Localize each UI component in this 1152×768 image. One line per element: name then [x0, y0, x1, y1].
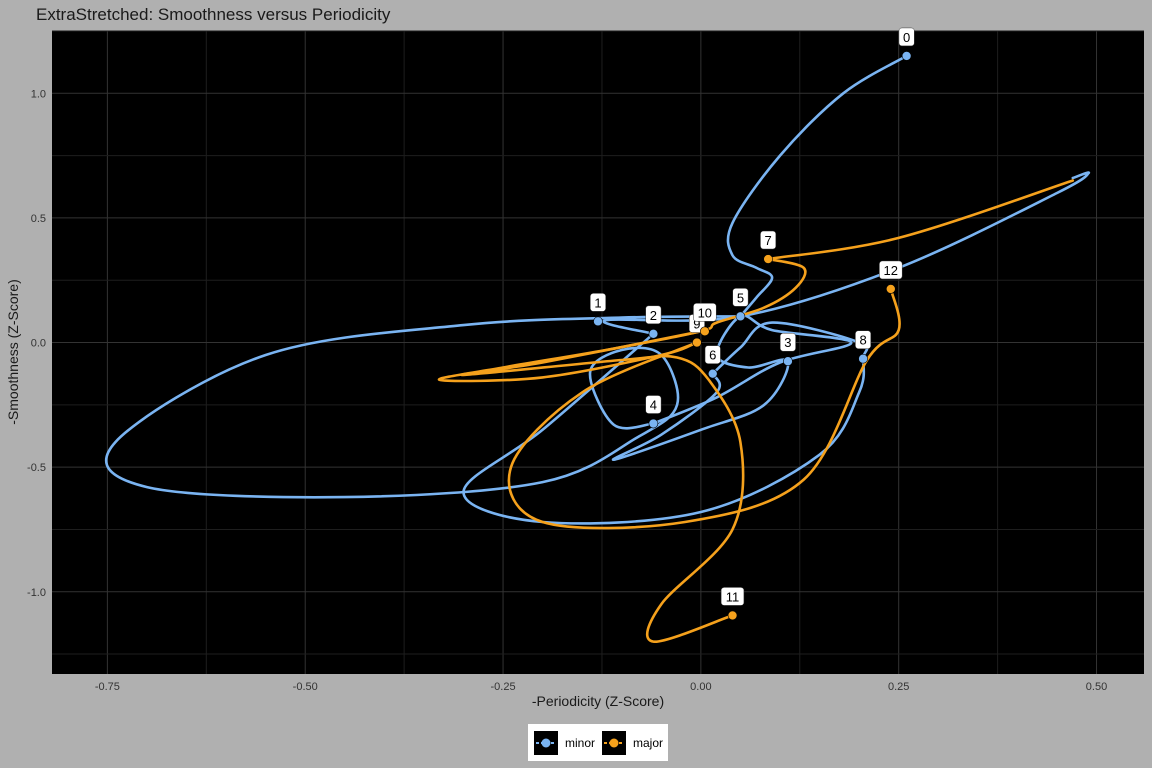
series-paths: [104, 54, 1091, 643]
series-line-minor: [104, 315, 742, 499]
y-tick-label: -0.5: [27, 462, 46, 474]
legend-label-minor: minor: [565, 736, 595, 750]
point-label-box: [732, 288, 749, 307]
point-label: 1: [594, 295, 601, 310]
point-label: 4: [650, 398, 657, 413]
point-marker: [593, 316, 603, 327]
point-label: 3: [784, 335, 791, 350]
series-line-minor: [611, 314, 853, 461]
point-label: 10: [698, 305, 712, 320]
point-10: 10: [693, 303, 717, 337]
point-label-box: [693, 303, 717, 322]
point-label: 5: [737, 290, 744, 305]
x-tick-label: 0.00: [690, 681, 711, 693]
point-marker: [885, 284, 896, 294]
point-label-box: [760, 230, 777, 250]
point-label-box: [590, 293, 606, 312]
point-label-box: [704, 345, 721, 364]
point-2: 2: [645, 305, 662, 339]
series-line-major: [507, 287, 901, 530]
legend-marker-minor: [541, 738, 551, 748]
point-marker: [648, 418, 659, 429]
point-label-box: [720, 587, 745, 606]
point-label-box: [645, 395, 662, 414]
point-3: 3: [779, 332, 796, 367]
y-tick-label: 0.5: [31, 213, 46, 225]
point-1: 1: [590, 293, 606, 327]
point-label: 8: [859, 333, 866, 348]
point-marker: [692, 337, 702, 348]
y-axis-ticks: -1.0 -0.5 0.0 0.5 1.0: [27, 88, 46, 598]
x-tick-label: -0.75: [95, 681, 120, 693]
point-label-box: [645, 305, 662, 325]
x-tick-label: 0.25: [888, 681, 909, 693]
x-tick-label: 0.50: [1086, 681, 1107, 693]
series-line-major: [766, 179, 1075, 261]
point-6: 6: [704, 345, 721, 379]
x-axis-ticks: -0.75 -0.50 -0.25 0.00 0.25 0.50: [95, 681, 1107, 693]
y-tick-label: -1.0: [27, 587, 46, 599]
legend-item-minor: minor: [534, 731, 595, 755]
point-marker: [648, 329, 659, 339]
chart-title: ExtraStretched: Smoothness versus Period…: [36, 5, 391, 24]
point-label: 12: [884, 263, 898, 278]
point-marker: [901, 51, 912, 61]
point-4: 4: [645, 395, 662, 429]
legend-item-major: major: [602, 731, 663, 755]
x-tick-label: -0.50: [293, 681, 318, 693]
point-marker: [700, 326, 710, 337]
point-label: 11: [726, 589, 740, 604]
point-12: 12: [879, 260, 903, 294]
point-label: 0: [903, 30, 910, 45]
y-axis-title: -Smoothness (Z-Score): [5, 279, 21, 424]
legend: minor major: [528, 724, 668, 761]
grid-lines: [52, 30, 1144, 674]
legend-marker-major: [609, 738, 619, 748]
point-label: 6: [709, 348, 716, 363]
series-line-minor: [726, 54, 908, 318]
point-11: 11: [720, 587, 745, 621]
point-label: 7: [765, 233, 772, 248]
point-marker: [735, 311, 746, 322]
x-axis-title: -Periodicity (Z-Score): [532, 693, 664, 709]
x-tick-label: -0.25: [491, 681, 516, 693]
point-marker: [783, 356, 793, 367]
point-5: 5: [732, 288, 749, 322]
point-marker: [727, 610, 738, 621]
point-label: 2: [650, 308, 657, 323]
y-tick-label: 0.0: [31, 338, 46, 350]
point-label-box: [855, 330, 872, 349]
point-marker: [763, 254, 773, 264]
series-line-major: [460, 330, 745, 643]
point-marker: [707, 368, 718, 379]
point-0: 0: [898, 27, 915, 61]
point-label-box: [779, 332, 796, 352]
series-line-minor: [462, 321, 869, 525]
y-tick-label: 1.0: [31, 88, 46, 100]
point-7: 7: [760, 230, 777, 264]
point-8: 8: [855, 330, 872, 364]
legend-label-major: major: [633, 736, 663, 750]
point-label-box: [879, 260, 903, 280]
point-label: 9: [693, 317, 700, 332]
point-label-box: [898, 27, 915, 47]
point-marker: [858, 353, 868, 364]
